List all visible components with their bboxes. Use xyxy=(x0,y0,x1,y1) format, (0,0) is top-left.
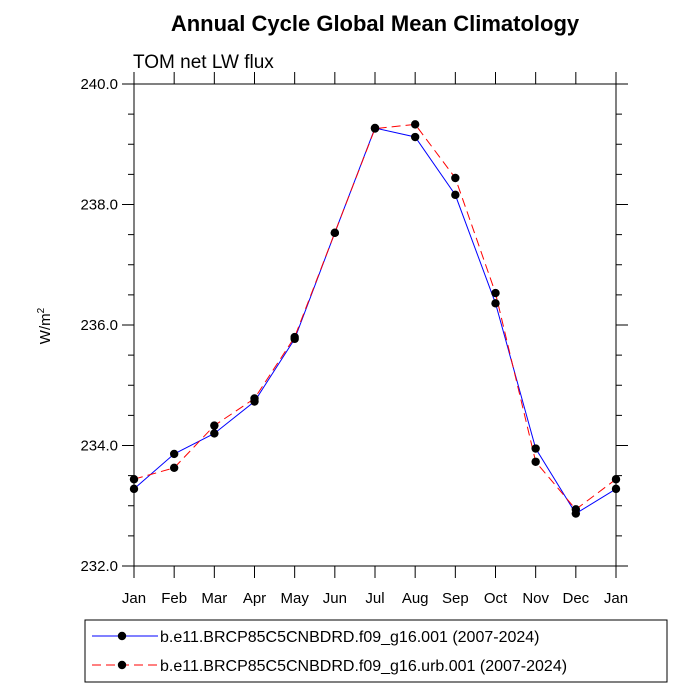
series-2-point xyxy=(210,421,219,430)
series-2-point xyxy=(250,394,259,403)
x-tick-label: Jul xyxy=(365,590,384,607)
y-tick-label: 238.0 xyxy=(80,197,118,214)
series-1-point xyxy=(531,444,540,453)
legend-label-series-1: b.e11.BRCP85C5CNBDRD.f09_g16.001 (2007-2… xyxy=(160,629,539,646)
x-tick-label: Jun xyxy=(323,590,347,607)
x-tick-label: Aug xyxy=(402,590,429,607)
series-2-point xyxy=(531,457,540,466)
chart-subtitle: TOM net LW flux xyxy=(133,52,274,73)
x-tick-label: Jan xyxy=(122,590,146,607)
x-tick-label: Sep xyxy=(442,590,469,607)
series-1-point xyxy=(491,299,500,308)
x-tick-label: Nov xyxy=(522,590,549,607)
x-tick-label: Apr xyxy=(243,590,266,607)
y-axis-label-exponent: 2 xyxy=(36,307,47,313)
series-1-point xyxy=(169,449,179,459)
chart-title: Annual Cycle Global Mean Climatology xyxy=(171,11,580,36)
y-axis-label-units: W/m xyxy=(37,313,54,344)
series-2-point xyxy=(410,120,420,129)
series-1-point xyxy=(410,132,420,142)
y-tick-label: 240.0 xyxy=(80,76,118,93)
series-1-point xyxy=(451,190,460,200)
x-tick-label: Jan xyxy=(604,590,628,607)
series-1-point xyxy=(210,429,219,438)
x-tick-label: Feb xyxy=(161,590,187,607)
y-tick-label: 236.0 xyxy=(80,317,118,334)
legend-box xyxy=(84,619,668,683)
series-2-point xyxy=(571,505,581,514)
series-line-2 xyxy=(133,123,617,511)
series-1-point xyxy=(611,484,621,494)
series-2-point xyxy=(290,332,299,342)
x-tick-label: Mar xyxy=(201,590,227,607)
series-2-point xyxy=(370,124,380,133)
legend-marker-series-2 xyxy=(117,660,127,670)
x-tick-label: Oct xyxy=(484,590,508,607)
legend-marker-series-1 xyxy=(117,631,127,641)
y-axis-label: W/m2 xyxy=(36,307,54,344)
x-tick-label: Dec xyxy=(562,590,589,607)
legend-label-series-2: b.e11.BRCP85C5CNBDRD.f09_g16.urb.001 (20… xyxy=(160,658,567,675)
y-tick-label: 234.0 xyxy=(80,438,118,455)
series-2-point xyxy=(169,463,179,472)
series-2-point xyxy=(491,288,500,298)
series-1-point xyxy=(129,484,139,494)
plot-area-frame xyxy=(133,83,617,567)
series-2-point xyxy=(451,173,460,183)
series-2-point xyxy=(129,475,139,484)
legend: b.e11.BRCP85C5CNBDRD.f09_g16.001 (2007-2… xyxy=(84,619,668,683)
y-tick-label: 232.0 xyxy=(80,558,118,575)
series-2-point xyxy=(611,475,621,484)
x-tick-label: May xyxy=(280,590,309,607)
series-2-point xyxy=(330,228,340,238)
series-line-1 xyxy=(133,127,617,515)
